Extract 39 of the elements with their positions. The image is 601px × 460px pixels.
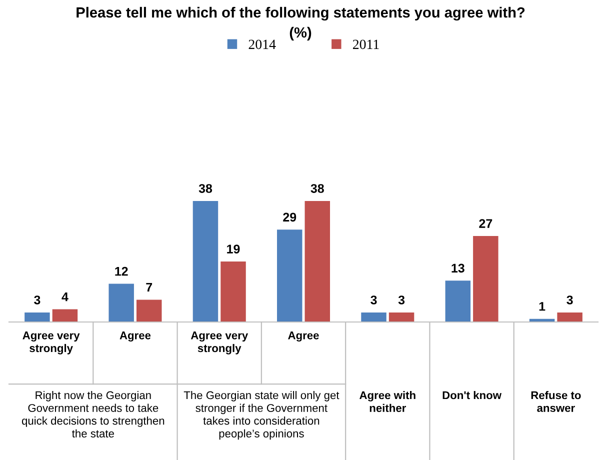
data-label: 4 [62, 292, 68, 302]
text: Right now the Georgian Government needs to take quick decisions to strengthen the state [22, 391, 164, 438]
bar [108, 284, 134, 322]
text: The Georgian state will only get stronger if the Government takes into consideration people’s opinions [184, 391, 340, 440]
bar [277, 230, 302, 322]
data-label: 3 [34, 296, 40, 304]
x-tick-label: Agree [120, 332, 151, 342]
bar [557, 312, 582, 322]
data-label: 13 [452, 264, 464, 273]
data-label: 3 [370, 296, 377, 304]
bar [388, 312, 414, 322]
data-label: 38 [310, 184, 324, 193]
data-label: 19 [227, 244, 240, 254]
bar [445, 280, 471, 322]
x-tick-label: Agree [288, 332, 319, 342]
x-tick-label: Agree with neither [360, 391, 416, 412]
bar [473, 236, 498, 322]
legend-label: 2014 [248, 40, 276, 50]
bar [192, 200, 218, 322]
data-label: 38 [198, 184, 212, 193]
x-tick-label: Agree very strongly [22, 332, 80, 354]
data-label: 29 [283, 212, 296, 222]
bar [52, 309, 78, 322]
x-tick-label: Don't know [442, 391, 502, 400]
data-label: 3 [398, 296, 405, 304]
legend-label: 2011 [352, 40, 379, 50]
bar [361, 312, 386, 322]
x-tick-label: Refuse to answer [531, 391, 581, 412]
x-tick-label: Agree very strongly [190, 332, 248, 354]
data-label: 27 [479, 219, 492, 228]
bar [304, 200, 330, 322]
bar [24, 312, 50, 322]
data-label: 3 [566, 296, 573, 304]
data-label: 7 [146, 282, 152, 292]
bar [220, 261, 246, 322]
bar [136, 300, 162, 322]
chart-title: Please tell me which of the following statements you agree with? (%) [76, 6, 525, 40]
data-label: 12 [115, 266, 128, 276]
data-label: 1 [539, 302, 546, 311]
